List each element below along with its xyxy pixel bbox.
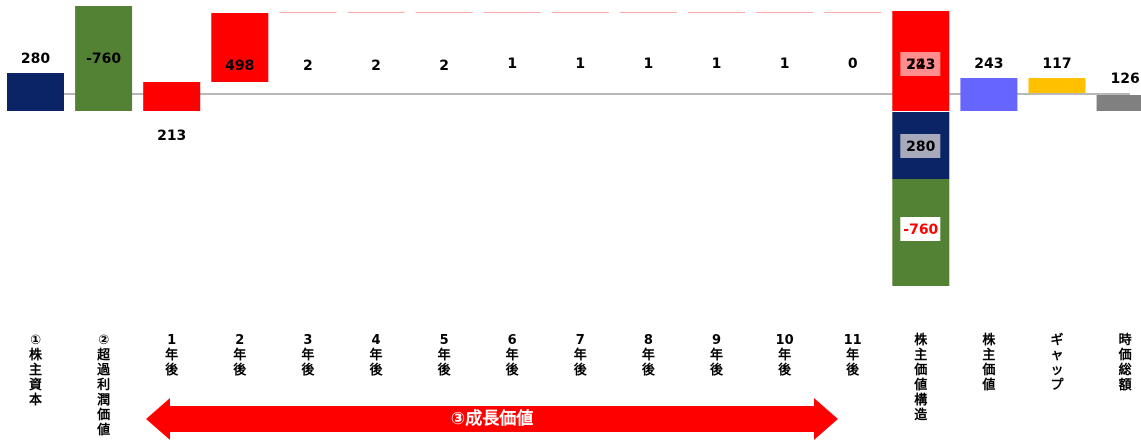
x-label-3: 1年後 bbox=[165, 333, 179, 378]
x-label-15: 株主価値 bbox=[982, 333, 996, 393]
bar-6 bbox=[347, 12, 405, 13]
x-label-16: ギャップ bbox=[1050, 333, 1064, 393]
growth-value-label: ③成長価値 bbox=[450, 409, 534, 429]
bar-label-6: 2 bbox=[371, 58, 381, 74]
x-label-1: ①株主資本 bbox=[28, 333, 42, 408]
bar-label-7: 2 bbox=[439, 58, 449, 74]
bar-label-1: 280 bbox=[21, 51, 50, 67]
bar-10 bbox=[619, 12, 677, 13]
bar-15 bbox=[960, 78, 1018, 111]
bar-1 bbox=[7, 73, 64, 111]
bar-label-15: 243 bbox=[974, 56, 1003, 72]
x-label-7: 5年後 bbox=[437, 333, 451, 378]
bar-4 bbox=[211, 13, 269, 82]
growth-value-arrow-shape bbox=[146, 398, 838, 440]
bar-label-17: 126 bbox=[1110, 71, 1139, 87]
bar-label-9: 1 bbox=[575, 56, 585, 72]
bar-label-16: 117 bbox=[1042, 56, 1071, 72]
x-label-2: ②超過利潤価値 bbox=[97, 333, 111, 438]
bar-label-14: 243 bbox=[906, 57, 935, 73]
bar-7 bbox=[415, 12, 473, 13]
structure-label-1: 723 bbox=[906, 57, 935, 73]
bar-12 bbox=[756, 12, 814, 13]
x-label-6: 4年後 bbox=[369, 333, 383, 378]
structure-label-box-2 bbox=[900, 134, 941, 158]
x-label-12: 10年後 bbox=[775, 333, 794, 378]
bar-label-10: 1 bbox=[644, 56, 654, 72]
bar-label-5: 2 bbox=[303, 58, 313, 74]
structure-label-box-3 bbox=[900, 217, 941, 241]
structure-label-3: -760 bbox=[903, 222, 938, 238]
bar-5 bbox=[279, 12, 337, 13]
bar-13 bbox=[824, 12, 882, 13]
bar-9 bbox=[551, 12, 609, 13]
bar-3 bbox=[143, 82, 201, 111]
bar-8 bbox=[483, 12, 541, 13]
bar-16 bbox=[1028, 78, 1086, 93]
growth-value-arrow: ③成長価値 bbox=[146, 398, 838, 440]
bar-label-4: 498 bbox=[225, 58, 254, 74]
x-label-11: 9年後 bbox=[709, 333, 723, 378]
bar-label-12: 1 bbox=[780, 56, 790, 72]
bar-label-11: 1 bbox=[712, 56, 722, 72]
structure-label-box-1 bbox=[900, 52, 941, 76]
x-label-13: 11年後 bbox=[843, 333, 862, 378]
x-label-9: 7年後 bbox=[573, 333, 587, 378]
bar-label-2: -760 bbox=[86, 51, 121, 67]
x-label-10: 8年後 bbox=[641, 333, 655, 378]
structure-label-2: 280 bbox=[906, 139, 935, 155]
x-label-4: 2年後 bbox=[233, 333, 247, 378]
bar-label-8: 1 bbox=[507, 56, 517, 72]
x-label-5: 3年後 bbox=[301, 333, 315, 378]
bar-label-13: 0 bbox=[848, 56, 858, 72]
bar-11 bbox=[688, 12, 745, 13]
bar-17 bbox=[1096, 95, 1141, 111]
bar-label-3: 213 bbox=[157, 128, 186, 144]
x-label-17: 時価総額 bbox=[1118, 333, 1132, 393]
x-label-14: 株主価値構造 bbox=[914, 333, 928, 423]
bar-2 bbox=[75, 6, 133, 111]
x-label-8: 6年後 bbox=[505, 333, 519, 378]
